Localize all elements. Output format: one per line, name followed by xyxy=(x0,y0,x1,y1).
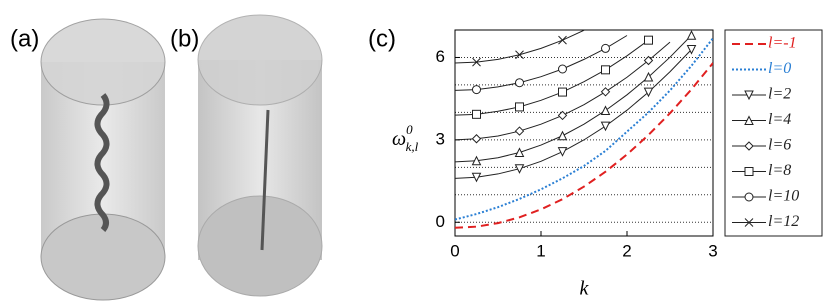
marker xyxy=(600,105,611,115)
legend-marker xyxy=(744,141,754,151)
marker xyxy=(557,130,568,141)
legend-marker xyxy=(744,167,754,176)
y-tick-label: 6 xyxy=(436,47,445,66)
marker xyxy=(515,102,524,112)
legend-label: l=4 xyxy=(768,111,791,128)
series-line xyxy=(455,34,692,163)
marker xyxy=(558,64,567,74)
marker xyxy=(643,87,654,98)
marker xyxy=(472,109,481,119)
marker xyxy=(557,147,568,157)
marker xyxy=(514,126,525,136)
y-axis-label: ω0 k,l xyxy=(392,122,419,154)
series xyxy=(455,30,585,67)
series-line xyxy=(455,39,649,116)
legend-label: l=2 xyxy=(768,86,791,103)
series xyxy=(455,35,653,119)
x-axis-label: k xyxy=(580,278,590,300)
marker xyxy=(601,65,610,75)
x-tick-label: 1 xyxy=(536,241,545,260)
marker xyxy=(644,35,653,45)
y-tick-label: 0 xyxy=(436,212,445,231)
series xyxy=(455,35,628,95)
series-line xyxy=(455,35,628,91)
series-line xyxy=(455,30,585,64)
y-label-sub: k,l xyxy=(406,139,419,154)
x-tick-label: 0 xyxy=(450,241,459,260)
series xyxy=(455,37,713,221)
y-tick-label: 3 xyxy=(436,129,445,148)
marker xyxy=(471,172,482,183)
series xyxy=(455,45,697,183)
marker xyxy=(686,45,697,55)
series-line xyxy=(455,62,713,229)
marker xyxy=(515,78,524,88)
panel-label: (c) xyxy=(368,25,396,52)
legend-marker xyxy=(744,115,754,125)
x-tick-label: 3 xyxy=(708,241,717,260)
panel-label: (a) xyxy=(10,25,39,52)
legend-marker xyxy=(744,218,754,227)
legend-box xyxy=(724,29,823,237)
x-tick-label: 2 xyxy=(622,241,631,260)
y-label-base: ω xyxy=(392,128,406,150)
marker xyxy=(558,87,567,97)
legend-label: l=0 xyxy=(768,60,791,77)
series xyxy=(455,41,671,144)
marker xyxy=(643,55,654,66)
panel-label: (b) xyxy=(170,25,199,52)
marker xyxy=(558,35,567,45)
marker xyxy=(600,121,611,132)
marker xyxy=(471,155,482,166)
marker xyxy=(557,110,568,121)
cylinder-b xyxy=(197,14,323,297)
marker xyxy=(600,87,611,97)
legend-marker xyxy=(744,192,754,202)
marker xyxy=(514,164,525,174)
plot-frame xyxy=(454,29,714,237)
legend-label: l=6 xyxy=(768,137,791,154)
legend-label: l=-1 xyxy=(768,35,797,52)
marker xyxy=(472,57,481,67)
marker xyxy=(515,50,524,60)
marker xyxy=(643,71,654,82)
legend-marker xyxy=(744,90,754,101)
cylinder-a xyxy=(40,18,166,301)
marker xyxy=(472,85,481,95)
legend-label: l=10 xyxy=(768,188,799,205)
series xyxy=(455,30,697,166)
marker xyxy=(471,134,482,144)
legend-label: l=8 xyxy=(768,162,791,179)
series xyxy=(455,62,713,229)
legend-label: l=12 xyxy=(768,213,799,230)
y-label-sup: 0 xyxy=(406,122,413,137)
marker xyxy=(514,147,525,158)
marker xyxy=(686,30,697,40)
marker xyxy=(601,43,610,53)
series-line xyxy=(455,37,713,221)
